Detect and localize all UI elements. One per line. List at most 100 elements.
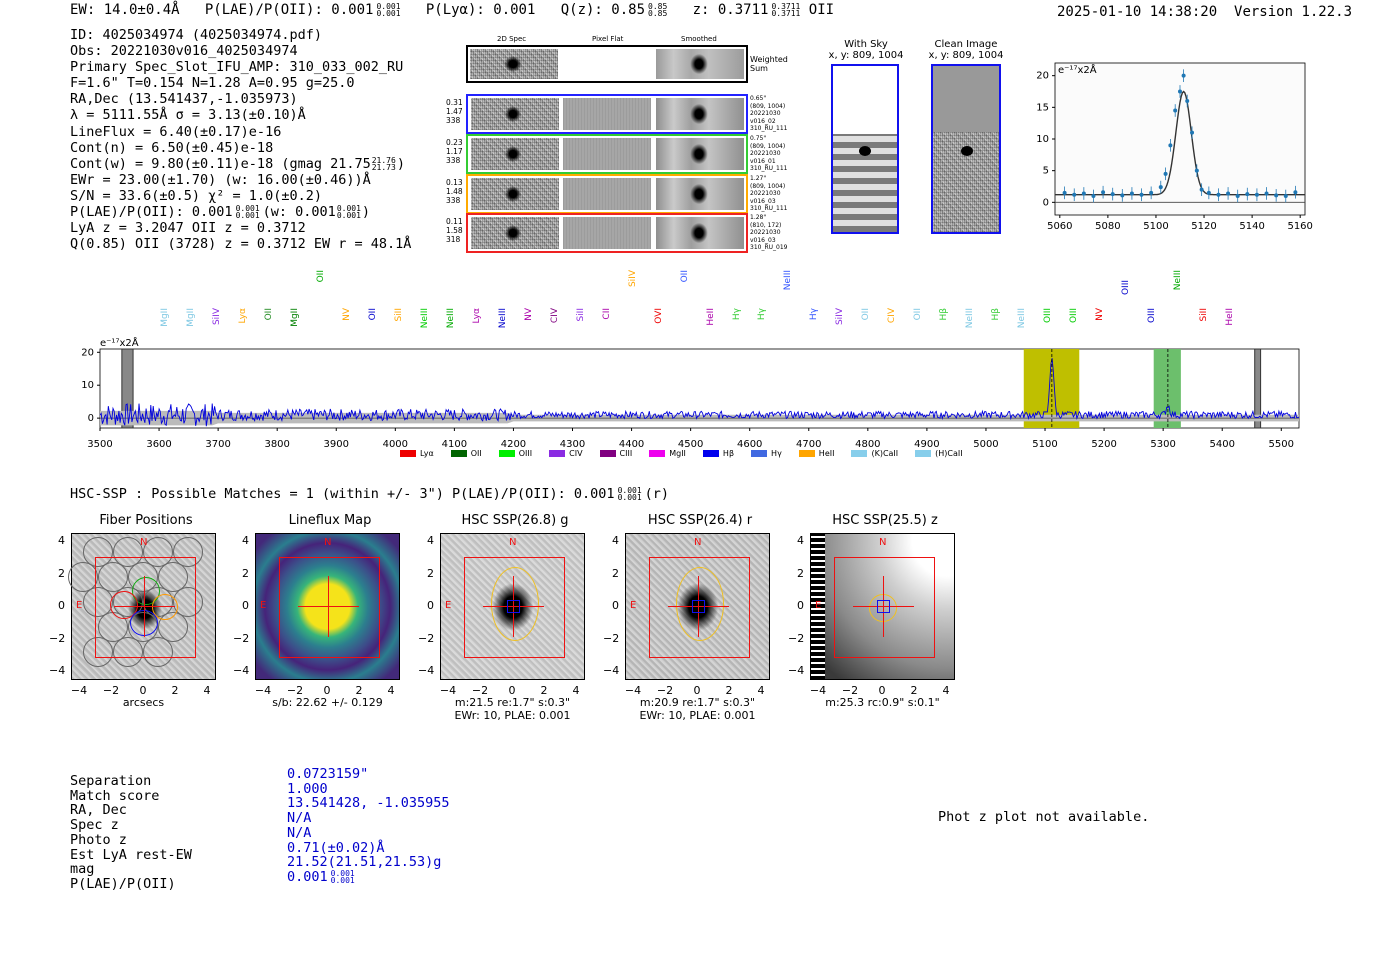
hsc-ytick: 4 (58, 534, 65, 547)
legend-label: MgII (669, 448, 686, 458)
emission-line-label: MgII (160, 308, 170, 327)
hsc-ytick: −2 (418, 632, 435, 645)
full-xtick: 3900 (324, 439, 349, 450)
cutout-pixel-flat (563, 98, 651, 130)
hsc-xtick: 0 (508, 684, 516, 697)
hsc-panel-caption: EWr: 10, PLAE: 0.001 (454, 709, 571, 722)
legend-item: Hγ (751, 449, 782, 458)
hsc-xtick: 2 (355, 684, 363, 697)
col-header-2d-spec: 2D Spec (497, 35, 527, 43)
full-xtick: 5000 (973, 439, 998, 450)
fiber-red (110, 591, 138, 619)
emission-line-label: CIV (887, 308, 898, 324)
emission-line-label: SiIV (835, 308, 846, 326)
cutout-smoothed (656, 138, 744, 170)
legend-swatch (400, 449, 416, 457)
legend-item: OII (450, 449, 482, 458)
hsc-ytick: −4 (418, 664, 435, 677)
zoom-ytick: 10 (1036, 134, 1049, 145)
zoom-data-point (1110, 192, 1115, 197)
legend-item: OIII (498, 449, 532, 458)
hsc-ytick: −2 (603, 632, 620, 645)
source-ellipse (676, 567, 724, 641)
emission-line-label: OII (861, 308, 872, 321)
emission-line-label: SiII (575, 308, 586, 322)
zoom-data-point (1245, 192, 1250, 197)
emission-line-label: NeIII (445, 308, 456, 329)
fiber-green (132, 577, 160, 605)
zoom-data-point (1274, 193, 1279, 198)
hsc-xtick: −4 (254, 684, 272, 697)
match-labels: Separation Match score RA, Dec Spec z Ph… (70, 773, 192, 892)
fiber-orange (152, 594, 178, 620)
hsc-xtick: −4 (809, 684, 827, 697)
cutout-2dspec (471, 138, 559, 170)
emission-line-label: Lyα (237, 308, 248, 324)
cutout-row-left-meta: 0.13 1.48 338 (446, 178, 463, 205)
full-xtick: 3700 (205, 439, 230, 450)
legend-item: CIV (549, 449, 583, 458)
photz-note: Phot z plot not available. (938, 809, 1150, 825)
legend-item: CIII (599, 449, 632, 458)
detection-info: ID: 4025034974 (4025034974.pdf) Obs: 202… (70, 27, 412, 253)
zoom-data-point (1101, 190, 1106, 195)
cutout-row-right-meta: 1.27" (809, 1004) 20221030 v016_03 310_RU_11… (750, 175, 788, 213)
weighted-sum-label: Weighted Sum (750, 55, 788, 73)
hsc-xtick: 0 (139, 684, 147, 697)
fiber-circle (113, 637, 143, 667)
cutout-row (466, 94, 748, 134)
zoom-xtick: 5080 (1095, 221, 1120, 232)
zoom-data-point (1283, 194, 1288, 198)
zoom-line-fit-plot: 0 5 10 15 20 5060 5080 5100 5120 5140 5160 e⁻¹⁷x2Å (1036, 62, 1313, 232)
hsc-ytick: 0 (242, 599, 249, 612)
edge-artifact (811, 534, 825, 679)
full-xtick: 4000 (383, 439, 408, 450)
full-xtick: 4200 (501, 439, 526, 450)
zoom-data-point (1163, 171, 1168, 176)
clean-image-title: Clean Image x, y: 809, 1004 (928, 39, 1004, 61)
full-xtick: 5100 (1032, 439, 1057, 450)
hsc-panel-caption: m:25.3 rc:0.9" s:0.1" (825, 696, 940, 709)
zoom-data-point (1254, 192, 1259, 197)
hsc-xtick: 2 (540, 684, 548, 697)
full-xtick: 4800 (855, 439, 880, 450)
hsc-xtick: 4 (203, 684, 211, 697)
full-xtick: 4600 (737, 439, 762, 450)
east-label: E (260, 600, 267, 611)
full-ytick: 20 (81, 347, 94, 358)
fiber-circle (68, 562, 98, 592)
hsc-xtick: −2 (841, 684, 859, 697)
hsc-xtick: 4 (757, 684, 765, 697)
cutout-smoothed (656, 178, 744, 210)
legend-swatch (798, 449, 815, 457)
east-label: E (815, 600, 822, 611)
zoom-xtick: 5140 (1239, 221, 1264, 232)
full-xtick: 4400 (619, 439, 644, 450)
east-label: E (76, 600, 83, 611)
emission-line-label: SiII (393, 308, 404, 322)
zoom-data-point (1199, 187, 1204, 192)
zoom-data-point (1216, 192, 1221, 197)
hsc-xtick: −4 (70, 684, 88, 697)
col-header-smoothed: Smoothed (681, 35, 717, 43)
cutout-2dspec (471, 98, 559, 130)
hsc-ytick: 4 (797, 534, 804, 547)
emission-line-label: OIII (1147, 308, 1158, 324)
emission-line-label: OIII (1069, 308, 1080, 324)
hsc-ytick: −4 (233, 664, 250, 677)
emission-line-label: OII (367, 308, 378, 321)
hsc-ytick: 2 (242, 567, 249, 580)
fiber-circle (173, 537, 203, 567)
cutout-row-right-meta: 1.28" (810, 172) 20221030 v016_03 310_RU_019 (750, 214, 788, 252)
version-label: Version 1.22.3 (1234, 4, 1353, 20)
masked-band (121, 348, 134, 429)
weighted-2dspec-image (470, 49, 558, 79)
hsc-ytick: −4 (603, 664, 620, 677)
full-xtick: 3800 (264, 439, 289, 450)
hsc-ytick: −2 (233, 632, 250, 645)
emission-line-label: NeIII (965, 308, 976, 329)
hsc-xtick: 2 (910, 684, 918, 697)
zoom-data-point (1139, 192, 1144, 197)
